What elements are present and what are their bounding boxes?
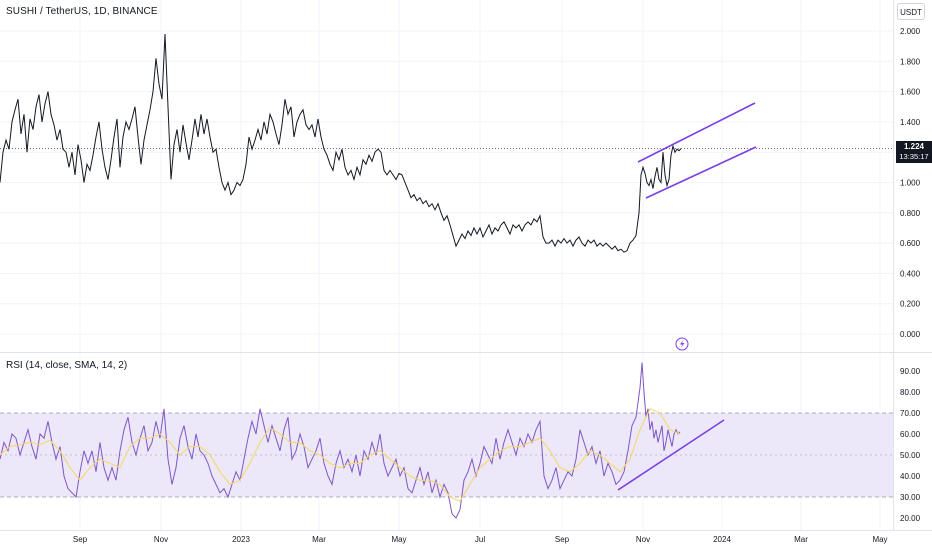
annotation-layer — [617, 102, 757, 491]
channel-upper-line — [637, 102, 756, 163]
price-tick-label: 0.800 — [900, 209, 921, 218]
time-tick-label: May — [872, 535, 887, 544]
grid-layer — [0, 0, 932, 531]
time-tick-label: Jul — [475, 535, 485, 544]
rsi-tick-label: 60.00 — [900, 430, 921, 439]
price-series-line — [0, 33, 682, 253]
rsi-ma-line — [0, 408, 681, 502]
price-tick-label: 1.400 — [900, 118, 921, 127]
rsi-trendline — [617, 419, 725, 491]
price-tick-label: 0.400 — [900, 269, 921, 278]
rsi-tick-label: 40.00 — [900, 472, 921, 481]
symbol-title: SUSHI / TetherUS, 1D, BINANCE — [6, 6, 158, 17]
time-tick-label: Mar — [312, 535, 326, 544]
time-tick-label: Sep — [73, 535, 88, 544]
axis-layer: 2.0001.8001.6001.4001.2001.0000.8000.600… — [73, 27, 921, 544]
price-tick-label: 0.200 — [900, 300, 921, 309]
rsi-series-line — [0, 362, 681, 519]
rsi-tick-label: 20.00 — [900, 514, 921, 523]
time-tick-label: Nov — [636, 535, 650, 544]
price-tick-label: 1.600 — [900, 88, 921, 97]
time-tick-label: May — [391, 535, 406, 544]
last-price-tag: 1.224 13:35:17 — [896, 141, 932, 163]
rsi-tick-label: 90.00 — [900, 367, 921, 376]
rsi-tick-label: 70.00 — [900, 409, 921, 418]
rsi-band-layer — [0, 412, 893, 498]
last-price-value: 1.224 — [903, 142, 925, 151]
rsi-tick-label: 80.00 — [900, 388, 921, 397]
price-tick-label: 0.600 — [900, 239, 921, 248]
time-tick-label: 2024 — [713, 535, 731, 544]
rsi-indicator-title[interactable]: RSI (14, close, SMA, 14, 2) — [6, 360, 128, 371]
rsi-tick-label: 30.00 — [900, 493, 921, 502]
time-tick-label: Sep — [555, 535, 570, 544]
price-tick-label: 0.000 — [900, 330, 921, 339]
bar-countdown: 13:35:17 — [899, 152, 929, 161]
time-tick-label: Nov — [154, 535, 168, 544]
time-tick-label: Mar — [794, 535, 808, 544]
lightning-glyph — [680, 339, 685, 349]
currency-button[interactable]: USDT — [897, 3, 925, 20]
rsi-tick-label: 50.00 — [900, 451, 921, 460]
price-tick-label: 2.000 — [900, 27, 921, 36]
line-layer — [0, 33, 893, 519]
channel-lower-line — [645, 146, 757, 199]
time-tick-label: 2023 — [232, 535, 250, 544]
price-tick-label: 1.800 — [900, 57, 921, 66]
price-tick-label: 1.000 — [900, 179, 921, 188]
